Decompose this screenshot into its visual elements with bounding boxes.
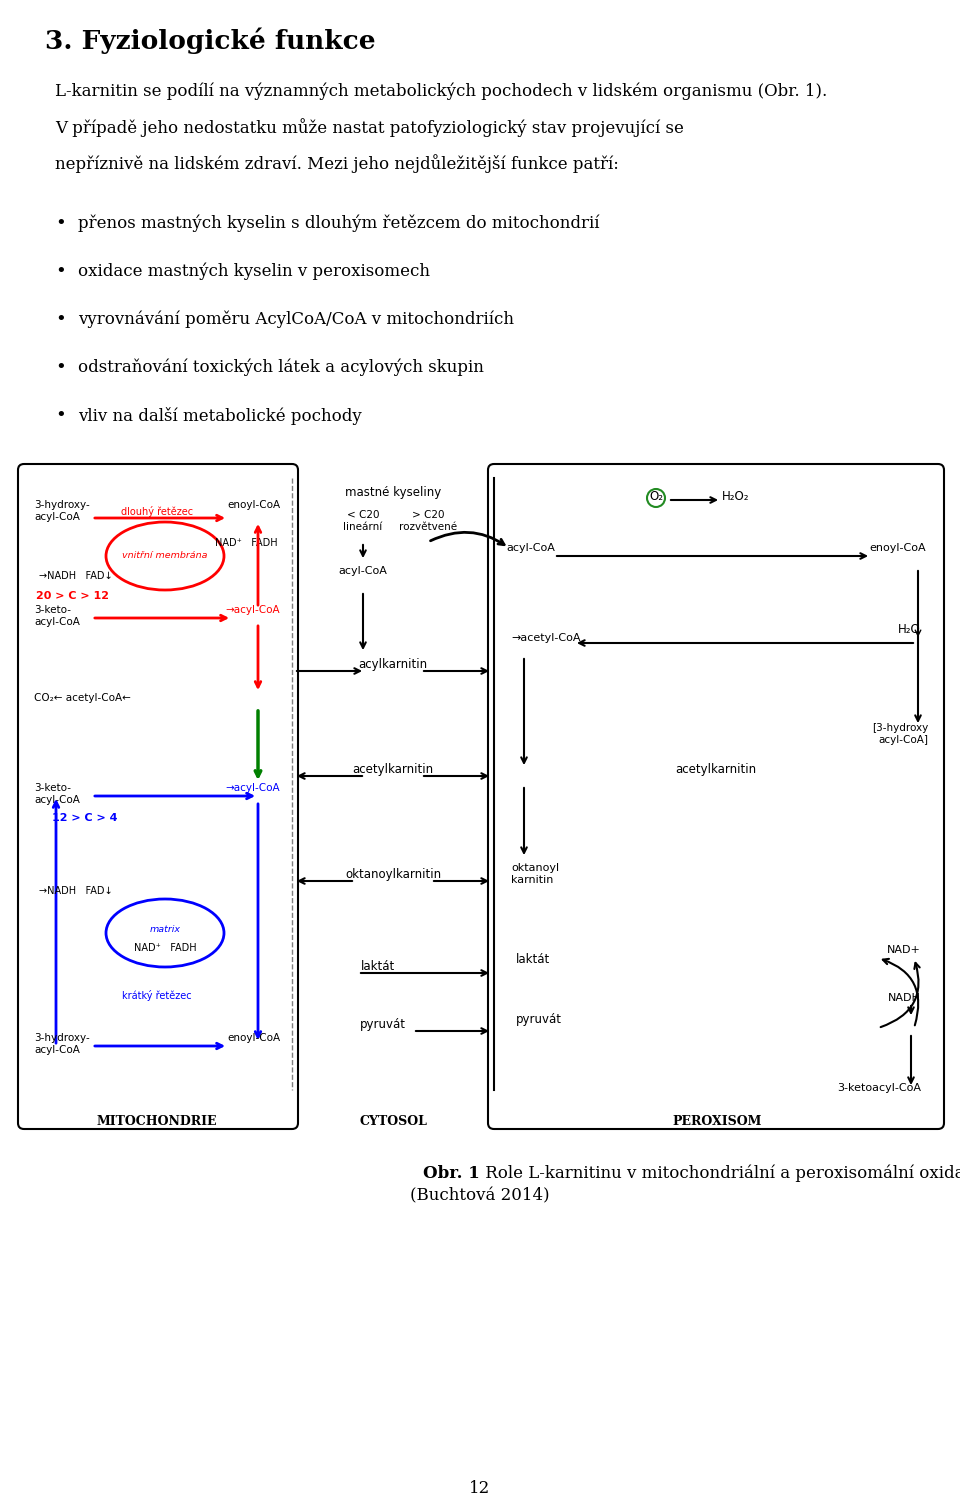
Text: →NADH   FAD↓: →NADH FAD↓ [39,571,112,582]
Text: →acyl-CoA: →acyl-CoA [226,783,280,793]
Text: krátký řetězec: krátký řetězec [122,990,192,1000]
Text: oktanoylkarnitin: oktanoylkarnitin [345,867,441,881]
FancyBboxPatch shape [488,464,944,1129]
Text: acyl-CoA: acyl-CoA [506,542,555,553]
Text: NAD⁺   FADH: NAD⁺ FADH [133,943,196,953]
Text: 3. Fyziologické funkce: 3. Fyziologické funkce [45,29,375,54]
Text: •: • [55,263,65,281]
Text: 3-ketoacyl-CoA: 3-ketoacyl-CoA [837,1083,921,1092]
Text: dlouhý řetězec: dlouhý řetězec [121,506,193,517]
Text: acetylkarnitin: acetylkarnitin [352,763,434,777]
Text: →NADH   FAD↓: →NADH FAD↓ [39,885,112,896]
Text: H₂O₂: H₂O₂ [722,490,750,503]
Text: NAD⁺   FADH: NAD⁺ FADH [215,538,278,548]
Text: acyl-CoA: acyl-CoA [339,567,388,576]
Text: < C20
lineární: < C20 lineární [344,511,383,532]
Text: MITOCHONDRIE: MITOCHONDRIE [97,1115,217,1129]
Text: vnitřní membrána: vnitřní membrána [122,552,207,561]
Text: →acyl-CoA: →acyl-CoA [226,604,280,615]
FancyBboxPatch shape [18,464,298,1129]
Text: •: • [55,360,65,378]
Text: Role L-karnitinu v mitochondriální a peroxisomální oxidaci mastných kyselin: Role L-karnitinu v mitochondriální a per… [480,1165,960,1183]
Text: [3-hydroxy
acyl-CoA]: [3-hydroxy acyl-CoA] [872,722,928,745]
Text: pyruvát: pyruvát [516,1012,562,1026]
Text: oxidace mastných kyselin v peroxisomech: oxidace mastných kyselin v peroxisomech [78,263,430,281]
Text: mastné kyseliny: mastné kyseliny [345,487,442,499]
Text: laktát: laktát [516,953,550,966]
Text: enoyl-CoA: enoyl-CoA [227,500,280,511]
Text: •: • [55,406,65,425]
Text: CO₂← acetyl-CoA←: CO₂← acetyl-CoA← [34,694,131,703]
Text: 20 > C > 12: 20 > C > 12 [36,591,109,601]
Text: nepříznivě na lidském zdraví. Mezi jeho nejdůležitější funkce patří:: nepříznivě na lidském zdraví. Mezi jeho … [55,154,619,172]
Text: laktát: laktát [361,959,396,973]
Text: (Buchtová 2014): (Buchtová 2014) [410,1188,550,1204]
Text: CYTOSOL: CYTOSOL [359,1115,427,1129]
Text: O₂: O₂ [649,490,663,503]
Text: 3-keto-
acyl-CoA: 3-keto- acyl-CoA [34,783,80,804]
Text: 12 > C > 4: 12 > C > 4 [52,813,117,823]
Text: PEROXISOM: PEROXISOM [672,1115,761,1129]
Text: NADH: NADH [888,993,921,1003]
Text: 12: 12 [469,1479,491,1497]
Text: →acetyl-CoA: →acetyl-CoA [511,633,581,644]
Text: acylkarnitin: acylkarnitin [358,657,427,671]
Text: NAD+: NAD+ [887,944,921,955]
Text: •: • [55,311,65,329]
Text: > C20
rozvětvené: > C20 rozvětvené [399,511,457,532]
Text: 3-hydroxy-
acyl-CoA: 3-hydroxy- acyl-CoA [34,500,89,521]
Text: V případě jeho nedostatku může nastat patofyziologický stav projevující se: V případě jeho nedostatku může nastat pa… [55,118,684,138]
Text: Obr. 1: Obr. 1 [423,1165,480,1182]
Text: L-karnitin se podílí na významných metabolických pochodech v lidském organismu (: L-karnitin se podílí na významných metab… [55,82,828,100]
Text: 3-keto-
acyl-CoA: 3-keto- acyl-CoA [34,604,80,627]
Text: •: • [55,215,65,233]
Text: přenos mastných kyselin s dlouhým řetězcem do mitochondrií: přenos mastných kyselin s dlouhým řetězc… [78,215,599,233]
Text: vyrovnávání poměru AcylCoA/CoA v mitochondriích: vyrovnávání poměru AcylCoA/CoA v mitocho… [78,311,514,328]
Text: vliv na další metabolické pochody: vliv na další metabolické pochody [78,406,362,425]
Text: enoyl-CoA: enoyl-CoA [227,1034,280,1043]
Text: pyruvát: pyruvát [360,1018,406,1031]
Text: oktanoyl
karnitin: oktanoyl karnitin [511,863,559,884]
Text: acetylkarnitin: acetylkarnitin [676,763,756,777]
Text: 3-hydroxy-
acyl-CoA: 3-hydroxy- acyl-CoA [34,1034,89,1055]
Text: matrix: matrix [150,925,180,934]
Text: odstraňování toxických látek a acylových skupin: odstraňování toxických látek a acylových… [78,360,484,376]
Text: H₂O: H₂O [899,623,921,636]
Text: enoyl-CoA: enoyl-CoA [870,542,926,553]
